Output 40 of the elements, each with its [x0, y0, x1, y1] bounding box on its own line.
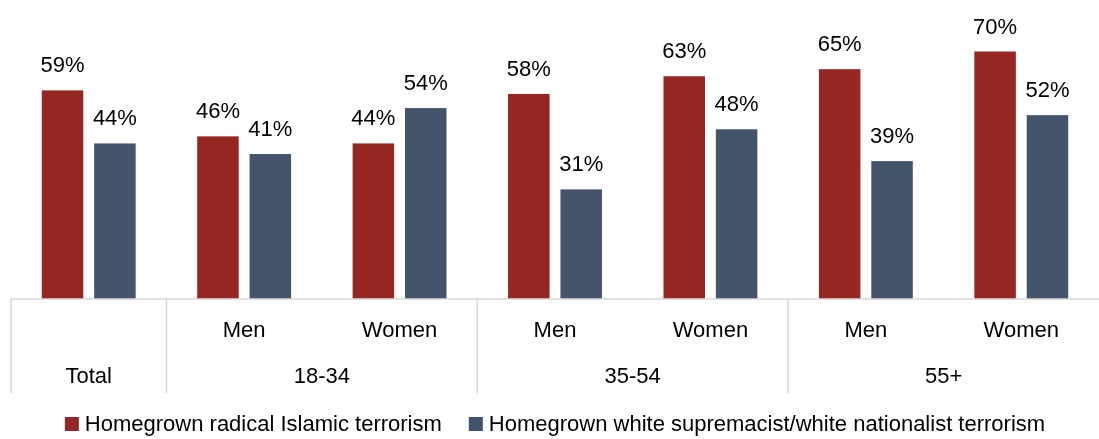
x-tick-label: Women [983, 317, 1059, 342]
bar [663, 76, 705, 299]
text: 35-54 [604, 363, 661, 388]
data-label: 39% [870, 123, 915, 149]
x-tick-label: Men [844, 317, 888, 342]
data-label: 59% [40, 52, 85, 78]
bar [508, 93, 550, 299]
data-label: 54% [403, 70, 448, 96]
bar [405, 108, 447, 299]
data-label: 46% [195, 98, 240, 124]
data-label: 44% [351, 105, 396, 131]
bar [197, 136, 239, 299]
bar [94, 143, 136, 299]
bar [560, 189, 602, 299]
data-label: 52% [1025, 77, 1070, 103]
data-label: 65% [817, 31, 862, 57]
bar [41, 90, 84, 299]
x-tick-label: Men [222, 317, 266, 342]
legend-label: Homegrown white supremacist/white nationalist terrorism [488, 411, 1046, 436]
data-label: 44% [92, 105, 137, 131]
bar [715, 129, 758, 299]
legend-label: Homegrown radical Islamic terrorism [84, 411, 442, 436]
data-label: 58% [506, 55, 551, 81]
text: 55+ [924, 363, 963, 388]
bar [249, 154, 292, 299]
data-label: 48% [714, 91, 759, 117]
bar [818, 69, 861, 299]
data-label: 41% [248, 116, 293, 142]
x-tick-label: Men [533, 317, 577, 342]
text: Total [65, 363, 112, 388]
x-tick-label: Women [361, 317, 438, 342]
bar [871, 161, 913, 299]
data-label: 63% [662, 38, 707, 64]
x-tick-label: Women [672, 317, 749, 342]
data-label: 31% [559, 151, 604, 177]
bar [352, 143, 395, 299]
text: 18-34 [293, 363, 350, 388]
bar [974, 51, 1016, 299]
bar [1026, 115, 1069, 299]
data-label: 70% [973, 13, 1018, 39]
